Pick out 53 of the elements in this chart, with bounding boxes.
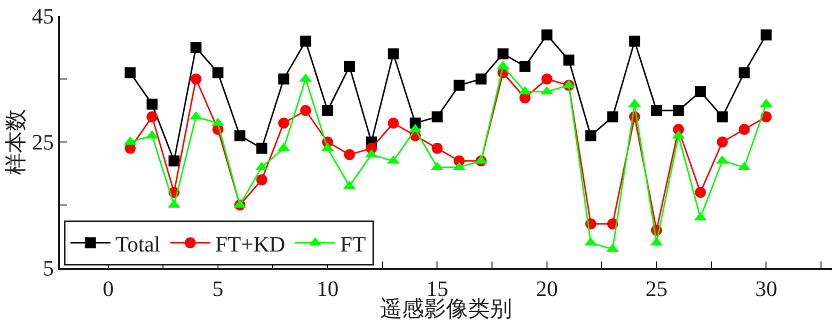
point xyxy=(256,142,268,154)
point xyxy=(563,54,574,66)
point xyxy=(672,105,684,116)
point xyxy=(190,74,202,84)
legend-label: Total xyxy=(115,231,160,256)
point xyxy=(541,29,552,40)
point xyxy=(124,67,136,78)
x-tick-label: 5 xyxy=(212,276,224,302)
point xyxy=(388,118,399,129)
y-tick-label: 5 xyxy=(42,256,54,281)
x-tick-label: 0 xyxy=(102,276,114,302)
point xyxy=(454,80,465,91)
point xyxy=(256,174,268,186)
point xyxy=(344,60,355,72)
point xyxy=(432,142,443,154)
point xyxy=(234,130,246,142)
x-tick-label: 30 xyxy=(755,276,778,302)
point xyxy=(738,67,750,78)
point xyxy=(190,42,202,53)
point xyxy=(694,86,706,98)
point xyxy=(168,155,180,166)
point xyxy=(541,74,552,84)
point xyxy=(716,136,728,148)
x-tick-label: 10 xyxy=(316,276,339,302)
point xyxy=(498,48,509,60)
point xyxy=(738,124,750,135)
point xyxy=(519,60,530,72)
point xyxy=(212,67,224,78)
point xyxy=(388,48,399,60)
legend-label: FT xyxy=(340,231,366,256)
point xyxy=(585,130,596,142)
x-tick-label: 20 xyxy=(536,276,558,302)
point xyxy=(651,105,662,116)
y-tick-label: 25 xyxy=(32,130,54,155)
point xyxy=(300,36,312,47)
point xyxy=(694,186,706,198)
point xyxy=(146,111,158,122)
y-tick-label: 45 xyxy=(32,4,54,29)
point xyxy=(432,111,443,122)
point xyxy=(278,74,290,84)
x-tick-label: 25 xyxy=(646,276,668,302)
point xyxy=(344,149,355,160)
point xyxy=(146,98,158,110)
y-axis-title: 样本数 xyxy=(3,109,28,175)
legend-label: FT+KD xyxy=(215,231,286,256)
point xyxy=(760,29,772,40)
point xyxy=(607,111,618,122)
point xyxy=(322,105,334,116)
point xyxy=(629,36,640,47)
point xyxy=(278,118,290,129)
point xyxy=(476,74,487,84)
point xyxy=(300,105,312,116)
point xyxy=(716,111,728,122)
